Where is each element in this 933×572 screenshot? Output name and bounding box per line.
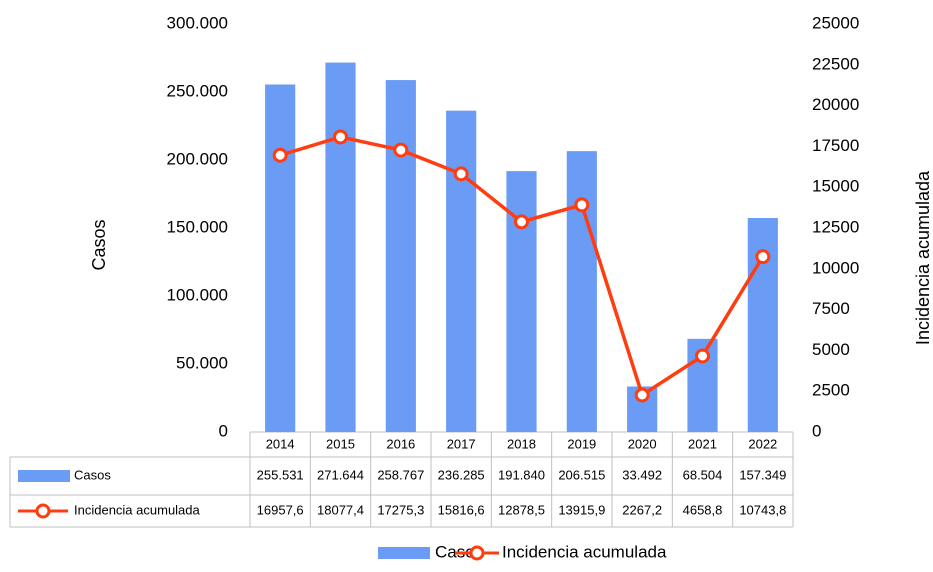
y2-tick-label: 5000 <box>812 340 850 359</box>
y2-tick-label: 10000 <box>812 258 859 277</box>
marker <box>272 147 288 163</box>
x-tick-label: 2022 <box>748 436 777 451</box>
table-value: 18077,4 <box>317 502 364 517</box>
table-value: 10743,8 <box>739 502 786 517</box>
table-value: 2267,2 <box>622 502 662 517</box>
marker <box>453 166 469 182</box>
x-tick-label: 2018 <box>507 436 536 451</box>
bar <box>325 62 356 433</box>
x-tick-label: 2016 <box>386 436 415 451</box>
bar <box>506 171 537 432</box>
x-tick-label: 2015 <box>326 436 355 451</box>
legend-label: Incidencia acumulada <box>502 542 667 561</box>
table-value: 15816,6 <box>438 502 485 517</box>
table-value: 258.767 <box>377 467 424 482</box>
table-series-name: Incidencia acumulada <box>74 502 201 517</box>
y-tick-label: 150.000 <box>167 217 228 236</box>
y2-tick-label: 2500 <box>812 381 850 400</box>
y2-tick-label: 7500 <box>812 299 850 318</box>
y-axis-title: Casos <box>89 219 109 270</box>
table-value: 12878,5 <box>498 502 545 517</box>
table-value: 206.515 <box>558 467 605 482</box>
table-value: 13915,9 <box>558 502 605 517</box>
y2-tick-label: 17500 <box>812 136 859 155</box>
table-value: 16957,6 <box>257 502 304 517</box>
table-value: 271.644 <box>317 467 364 482</box>
table-value: 255.531 <box>257 467 304 482</box>
marker <box>514 214 529 230</box>
y2-tick-label: 22500 <box>812 54 859 73</box>
y2-tick-label: 0 <box>812 421 821 440</box>
marker <box>333 129 348 145</box>
table-value: 236.285 <box>438 467 485 482</box>
bar <box>566 151 597 433</box>
table-series-name: Casos <box>74 467 111 482</box>
table-value: 191.840 <box>498 467 545 482</box>
x-tick-label: 2021 <box>688 436 717 451</box>
y-tick-label: 50.000 <box>176 353 228 372</box>
y2-tick-label: 20000 <box>812 95 859 114</box>
y-tick-label: 100.000 <box>167 285 228 304</box>
y2-axis-title: Incidencia acumulada <box>913 170 933 345</box>
marker <box>695 348 710 364</box>
legend-key <box>378 547 430 559</box>
y-tick-label: 0 <box>219 421 228 440</box>
bar <box>265 84 296 432</box>
legend-key <box>469 545 485 561</box>
y2-tick-label: 25000 <box>812 13 859 32</box>
bar <box>385 80 416 433</box>
table-value: 4658,8 <box>683 502 723 517</box>
marker <box>755 249 771 265</box>
y-tick-label: 200.000 <box>167 149 228 168</box>
x-tick-label: 2020 <box>628 436 657 451</box>
x-tick-label: 2017 <box>447 436 476 451</box>
x-tick-label: 2019 <box>567 436 596 451</box>
table-value: 17275,3 <box>377 502 424 517</box>
legend-key <box>18 470 70 482</box>
marker <box>634 387 650 403</box>
table-value: 33.492 <box>622 467 662 482</box>
y-tick-label: 300.000 <box>167 13 228 32</box>
x-tick-label: 2014 <box>266 436 295 451</box>
y2-tick-label: 15000 <box>812 177 859 196</box>
legend-key <box>35 503 51 519</box>
y2-tick-label: 12500 <box>812 217 859 236</box>
bar <box>446 110 477 432</box>
table-value: 157.349 <box>739 467 786 482</box>
marker <box>393 142 409 158</box>
marker <box>574 197 590 213</box>
y-tick-label: 250.000 <box>167 81 228 100</box>
table-value: 68.504 <box>683 467 723 482</box>
